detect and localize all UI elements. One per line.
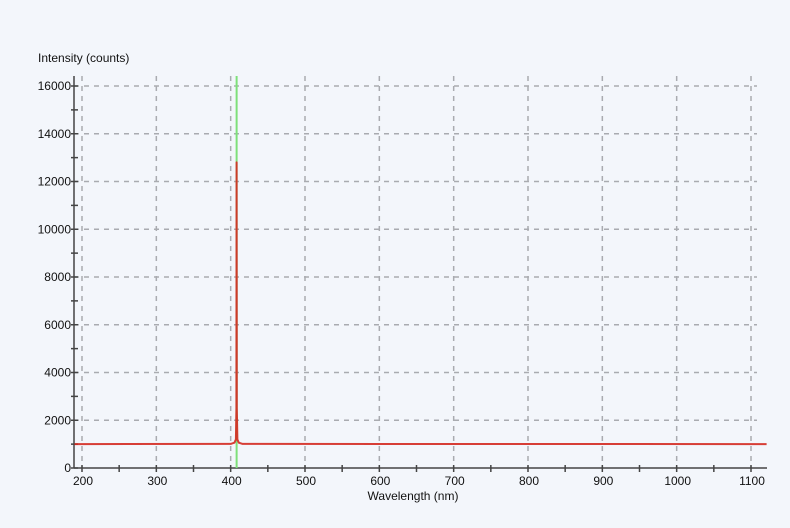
- x-tick-label: 600: [370, 474, 390, 488]
- y-tick-label: 0: [64, 461, 71, 475]
- y-tick-label: 14000: [38, 127, 72, 141]
- spectrum-line: [74, 161, 767, 446]
- y-tick-label: 6000: [44, 318, 71, 332]
- y-tick-label: 12000: [38, 175, 72, 189]
- x-tick-label: 1000: [664, 474, 691, 488]
- grid: [74, 76, 757, 468]
- y-tick-label: 10000: [38, 222, 72, 236]
- x-tick-label: 300: [147, 474, 167, 488]
- x-tick-label: 800: [519, 474, 539, 488]
- x-axis-title: Wavelength (nm): [368, 489, 459, 503]
- x-tick-label: 1100: [739, 474, 765, 488]
- plot-area: [74, 76, 767, 468]
- y-tick-label: 16000: [38, 79, 72, 93]
- x-tick-label: 500: [296, 474, 316, 488]
- y-tick-label: 2000: [44, 413, 71, 427]
- y-axis-title: Intensity (counts): [38, 51, 129, 65]
- y-tick-label: 8000: [44, 270, 71, 284]
- x-tick-label: 900: [593, 474, 613, 488]
- axes: 200 300 400 500 600 700 800 900 1000 1100 0 2000 400…: [38, 76, 767, 488]
- x-tick-label: 400: [222, 474, 242, 488]
- y-tick-label: 4000: [44, 366, 71, 380]
- x-tick-label: 700: [445, 474, 465, 488]
- x-tick-label: 200: [73, 474, 93, 488]
